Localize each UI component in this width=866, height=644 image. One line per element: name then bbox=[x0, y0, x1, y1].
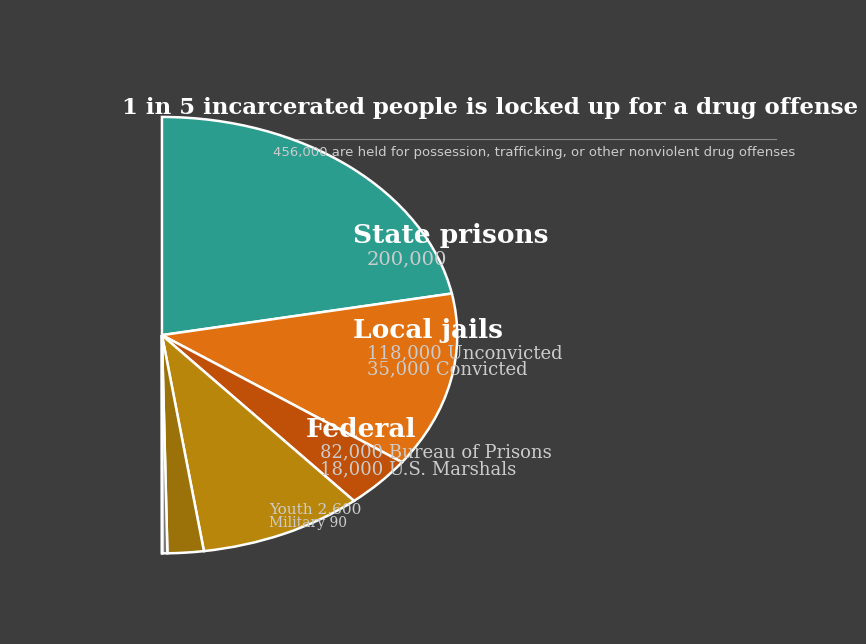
Wedge shape bbox=[162, 335, 354, 551]
Text: 82,000 Bureau of Prisons: 82,000 Bureau of Prisons bbox=[320, 444, 552, 462]
Wedge shape bbox=[162, 294, 457, 462]
Text: 456,000 are held for possession, trafficking, or other nonviolent drug offenses: 456,000 are held for possession, traffic… bbox=[274, 146, 796, 158]
Wedge shape bbox=[162, 335, 167, 553]
Text: State prisons: State prisons bbox=[353, 223, 549, 249]
Wedge shape bbox=[162, 117, 452, 335]
Text: 118,000 Unconvicted: 118,000 Unconvicted bbox=[366, 345, 562, 363]
Wedge shape bbox=[162, 335, 204, 553]
Text: 1 in 5 incarcerated people is locked up for a drug offense: 1 in 5 incarcerated people is locked up … bbox=[121, 97, 858, 119]
Wedge shape bbox=[162, 335, 402, 501]
Text: 200,000: 200,000 bbox=[366, 250, 447, 268]
Text: Federal: Federal bbox=[307, 417, 417, 442]
Text: 18,000 U.S. Marshals: 18,000 U.S. Marshals bbox=[320, 460, 516, 478]
Text: Local jails: Local jails bbox=[353, 317, 503, 343]
Text: 35,000 Convicted: 35,000 Convicted bbox=[366, 361, 527, 379]
Text: Youth 2,600: Youth 2,600 bbox=[269, 502, 362, 516]
Text: Military 90: Military 90 bbox=[269, 516, 347, 529]
